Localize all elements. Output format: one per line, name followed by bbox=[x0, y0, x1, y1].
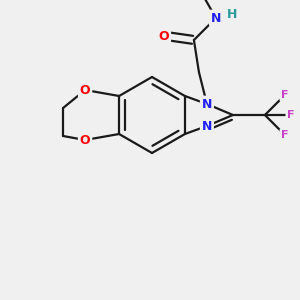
Text: N: N bbox=[202, 98, 212, 110]
Text: O: O bbox=[159, 29, 169, 43]
Text: N: N bbox=[202, 119, 212, 133]
Text: F: F bbox=[281, 90, 289, 100]
Text: H: H bbox=[227, 8, 237, 20]
Text: O: O bbox=[80, 83, 90, 97]
Text: N: N bbox=[211, 11, 221, 25]
Text: O: O bbox=[80, 134, 90, 146]
Text: F: F bbox=[281, 130, 289, 140]
Text: F: F bbox=[287, 110, 295, 120]
